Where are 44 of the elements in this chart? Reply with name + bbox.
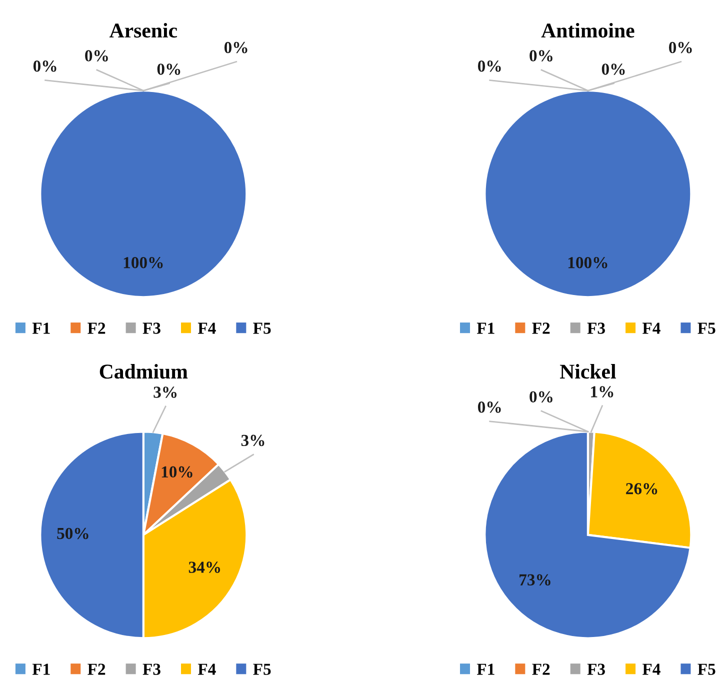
data-label: 34% — [188, 562, 220, 573]
data-label: 10% — [162, 466, 192, 478]
legend-label: F2 — [88, 664, 106, 675]
text: 0% — [85, 50, 108, 62]
chart-title: Cadmium — [100, 364, 188, 379]
legend-label: F4 — [198, 322, 216, 334]
text: 0% — [157, 64, 180, 75]
legend-label: F3 — [587, 322, 605, 334]
data-label: 3% — [241, 434, 264, 446]
text: 0% — [478, 402, 501, 413]
text: 0% — [224, 42, 248, 54]
data-label: 3% — [154, 386, 177, 398]
data-label: 100% — [568, 257, 608, 268]
text: 0% — [602, 64, 625, 75]
legend-label: F2 — [88, 322, 106, 334]
legend-label: F2 — [532, 322, 550, 334]
data-label: 26% — [626, 483, 658, 494]
legend-label: F1 — [32, 322, 50, 334]
text: 0% — [33, 60, 56, 72]
legend-label: F5 — [253, 322, 271, 334]
legend-label: F1 — [476, 322, 494, 334]
legend-label: F2 — [532, 664, 550, 675]
legend-label: F3 — [142, 322, 160, 334]
text: 0% — [530, 50, 552, 62]
legend-label: F1 — [32, 664, 50, 675]
legend-label: F4 — [642, 664, 660, 675]
legend-label: F1 — [476, 664, 494, 675]
legend-label: F4 — [198, 664, 216, 675]
text: 0% — [478, 60, 501, 72]
text: 0% — [669, 42, 692, 54]
legend-label: F5 — [698, 664, 716, 675]
text: 0% — [530, 391, 552, 403]
legend-label: F5 — [698, 322, 716, 334]
legend-label: F4 — [642, 322, 660, 334]
data-label: 100% — [124, 257, 163, 268]
legend-label: F3 — [587, 664, 605, 675]
legend-label: F5 — [253, 664, 271, 675]
data-label: 50% — [57, 528, 88, 540]
chart-title: Nickel — [560, 364, 616, 379]
data-label: 73% — [520, 574, 550, 586]
chart-title: Antimoine — [541, 22, 634, 38]
legend-label: F3 — [142, 664, 160, 675]
chart-title: Arsenic — [109, 22, 178, 38]
data-label: 1% — [591, 386, 614, 398]
